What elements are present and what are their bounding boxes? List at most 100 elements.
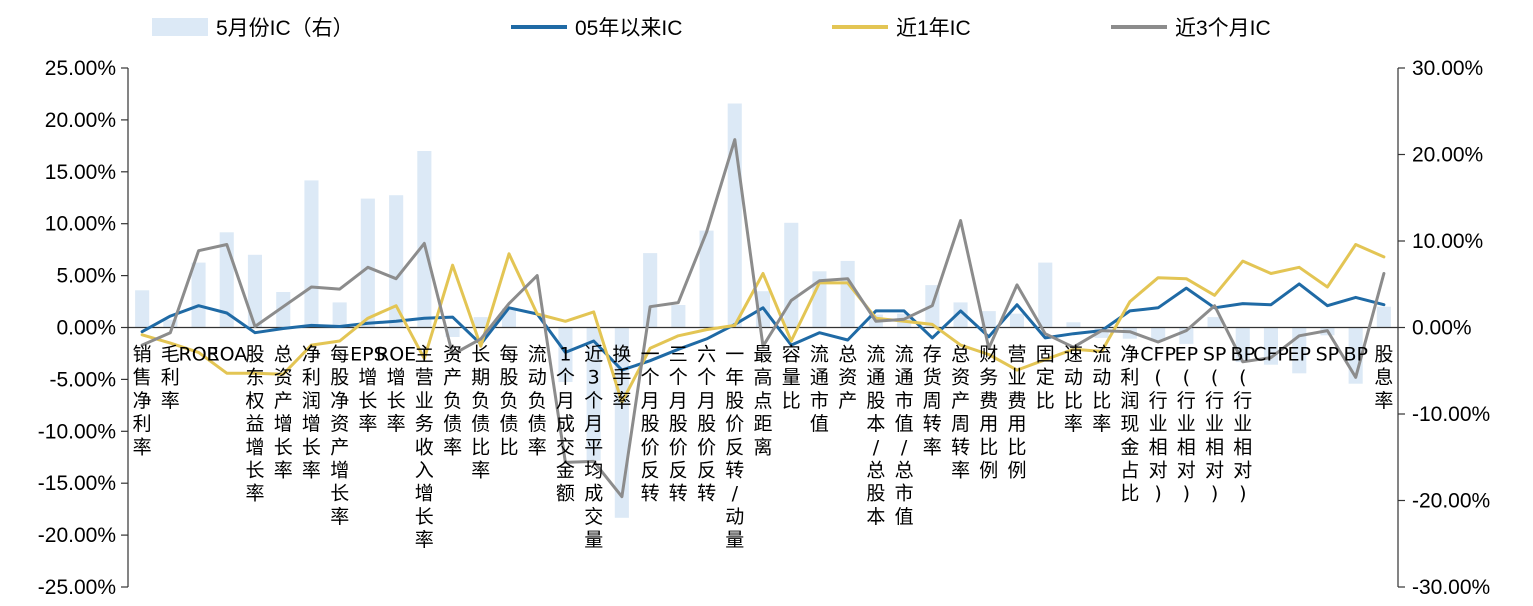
left-tick-label: 15.00% — [45, 161, 116, 184]
category-label: 流通市值 — [810, 344, 829, 436]
bar-39 — [1207, 317, 1222, 328]
category-label: 容量比 — [782, 344, 801, 412]
right-tick-label: 10.00% — [1412, 230, 1483, 253]
right-tick-label: 30.00% — [1412, 57, 1483, 80]
left-tick-label: -5.00% — [49, 368, 116, 391]
category-label: BP (行业相对) — [1231, 344, 1256, 505]
category-label: 财务费用比例 — [979, 344, 998, 482]
category-label: 长期负债比率 — [471, 344, 490, 482]
bar-37 — [1151, 327, 1166, 342]
category-label: 流通股本/总股本 — [866, 344, 885, 528]
bar-9 — [360, 198, 375, 328]
category-label: 资产负债率 — [443, 344, 462, 459]
bar-31 — [981, 311, 996, 328]
legend-label: 近1年IC — [896, 17, 971, 40]
category-label: 净利润增长率 — [302, 344, 321, 482]
category-label: 每股负债比 — [499, 344, 518, 459]
bar-33 — [1038, 262, 1053, 328]
bar-2 — [163, 319, 178, 328]
category-label: 毛利率 — [161, 344, 180, 412]
bar-19 — [643, 253, 658, 328]
category-label: 总资产增长率 — [274, 344, 293, 482]
line-series — [140, 138, 1386, 499]
right-tick-label: -20.00% — [1412, 490, 1490, 513]
bar-1 — [135, 290, 150, 328]
bar-26 — [840, 260, 855, 328]
category-label: 1 个月成交金额 — [556, 344, 575, 505]
bar-3 — [191, 262, 206, 328]
category-label: 营业费用比例 — [1007, 344, 1026, 482]
bar-21 — [699, 230, 714, 328]
category-label: 换手率 — [612, 344, 631, 412]
bar-series — [135, 103, 1391, 518]
category-label: 股息率 — [1374, 344, 1393, 412]
left-tick-label: -15.00% — [38, 472, 116, 495]
category-label: EPS 增长率 — [350, 344, 386, 436]
legend-label: 5月份IC（右） — [216, 17, 354, 40]
bar-34 — [1066, 322, 1081, 328]
category-label: EP — [1287, 344, 1310, 366]
right-tick-label: -30.00% — [1412, 576, 1490, 599]
category-label: CFP — [1253, 344, 1289, 366]
category-label: 净利润现金占比 — [1120, 344, 1139, 505]
left-tick-label: 0.00% — [56, 317, 116, 340]
bar-20 — [671, 305, 686, 328]
category-label: 近 3 个月平均成交量 — [584, 344, 603, 552]
bar-5 — [247, 254, 262, 328]
category-label: 六个月股价反转 — [697, 344, 716, 505]
category-label: 股东权益增长率 — [245, 344, 264, 505]
left-tick-label: -10.00% — [38, 420, 116, 443]
right-tick-label: -10.00% — [1412, 403, 1490, 426]
left-tick-label: 5.00% — [56, 265, 116, 288]
category-label: 销售净利率 — [133, 344, 152, 459]
category-label: 固定比 — [1036, 344, 1055, 412]
bar-24 — [784, 222, 799, 328]
category-label: BP — [1343, 344, 1368, 366]
bar-17 — [586, 327, 601, 461]
legend-swatch-bar — [152, 18, 208, 36]
category-labels: 销售净利率毛利率ROEROA股东权益增长率总资产增长率净利润增长率每股净资产增长… — [133, 344, 1394, 552]
bar-11 — [417, 151, 432, 328]
bar-13 — [473, 317, 488, 328]
category-label: CFP (行业相对) — [1140, 344, 1176, 505]
category-label: 三个月股价反转 — [669, 344, 688, 505]
category-label: 流动比率 — [1092, 344, 1111, 436]
category-label: 流通市值/总市值 — [895, 344, 914, 528]
left-tick-label: -20.00% — [38, 524, 116, 547]
category-label: ROA — [206, 344, 247, 366]
left-tick-label: 10.00% — [45, 213, 116, 236]
bar-16 — [558, 327, 573, 382]
category-label: 总资产 — [838, 344, 857, 412]
legend-label: 近3个月IC — [1175, 17, 1271, 40]
right-tick-label: 0.00% — [1412, 317, 1472, 340]
bar-35 — [1094, 327, 1109, 338]
left-tick-label: 25.00% — [45, 57, 116, 80]
left-tick-label: 20.00% — [45, 109, 116, 132]
legend-label: 05年以来IC — [575, 17, 682, 40]
axes: 25.00% 20.00% 15.00% 10.00% 5.00% 0.00% -5.00%… — [38, 57, 1490, 599]
category-label: 总资产周转率 — [951, 344, 970, 482]
bar-30 — [953, 302, 968, 328]
bar-6 — [276, 292, 291, 328]
category-label: SP — [1316, 344, 1340, 366]
category-label: 最高点距离 — [753, 344, 772, 459]
bar-10 — [389, 195, 404, 328]
bar-45 — [1376, 306, 1391, 328]
category-label: ROE 增长率 — [376, 344, 416, 436]
left-tick-label: -25.00% — [38, 576, 116, 599]
category-label: 一年股价反转/动量 — [725, 344, 744, 552]
legend: 5月份IC（右） 05年以来IC 近1年IC 近3个月IC — [152, 17, 1271, 40]
bar-7 — [304, 180, 319, 328]
category-label: 主营业务收入增长率 — [415, 344, 434, 552]
bar-8 — [332, 302, 347, 328]
bar-32 — [1009, 313, 1024, 328]
category-label: 流动负债率 — [528, 344, 547, 459]
category-label: 速动比率 — [1064, 344, 1083, 436]
category-label: SP (行业相对) — [1203, 344, 1227, 505]
bar-25 — [812, 271, 827, 328]
bar-22 — [727, 103, 742, 328]
category-label: 存货周转率 — [923, 344, 942, 459]
bar-12 — [445, 327, 460, 337]
